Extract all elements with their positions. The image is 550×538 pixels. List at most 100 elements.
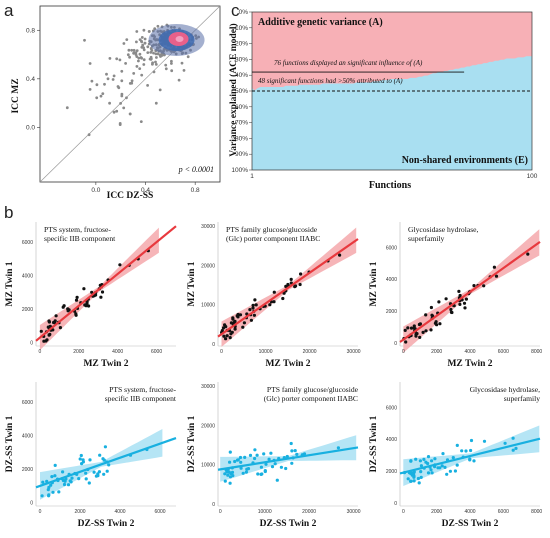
panel-a-point [152, 70, 156, 74]
data-point [105, 469, 109, 473]
panel-a-point [138, 67, 142, 70]
panel-a-ytick-label: 0.8 [26, 27, 35, 34]
data-point [458, 293, 462, 298]
panel-a-point [99, 94, 103, 98]
data-point [41, 480, 45, 484]
panel-c-ytick-label: 50% [235, 88, 248, 95]
panel-a-point [88, 88, 92, 91]
data-point [238, 313, 243, 317]
panel-c-ylabel: Variance explained (ACE model) [228, 23, 239, 156]
data-point [53, 319, 57, 323]
data-point [61, 470, 65, 474]
data-point [299, 272, 303, 276]
data-point [455, 443, 459, 447]
ytick-label: 6000 [386, 245, 397, 251]
xtick-label: 8000 [531, 349, 542, 355]
panel-c-bottom-label: Non-shared environments (E) [402, 155, 528, 166]
data-point [270, 465, 275, 469]
data-point [298, 282, 302, 287]
ylabel: DZ-SS Twin 1 [369, 415, 379, 472]
regression-line [217, 446, 359, 471]
data-point [84, 471, 88, 475]
panel-b-mz-1: 0 2000 4000 6000 0 2000 4000 6000 PTS system, fr… [5, 222, 177, 369]
data-point [426, 471, 431, 475]
data-point [440, 464, 444, 468]
data-point [57, 490, 61, 494]
data-point [281, 296, 285, 301]
data-point [224, 325, 228, 329]
data-point [253, 448, 257, 452]
panel-c-area: 0% 10% 20% 30% 40% 50% 60% 70% 80% 90% 100%1 100 Ad… [228, 9, 538, 191]
data-point [418, 459, 422, 463]
panel-a-point [170, 62, 173, 65]
data-point [426, 455, 431, 459]
data-point [412, 479, 416, 483]
panel-label-c: c [231, 1, 240, 20]
panel-a-point [112, 74, 116, 78]
data-point [90, 290, 94, 294]
panel-a-point [140, 36, 144, 39]
panel-a-point [158, 53, 162, 57]
xlabel: DZ-SS Twin 2 [442, 519, 499, 529]
data-point [458, 302, 462, 306]
data-point [285, 454, 289, 459]
data-point [289, 441, 293, 446]
data-point [242, 321, 246, 325]
data-point [244, 470, 248, 474]
data-point [433, 321, 437, 325]
panel-a-point [170, 69, 174, 73]
data-point [448, 469, 452, 473]
data-point [81, 460, 85, 464]
panel-a-point [127, 48, 131, 52]
panel-c-annotation-2: 48 significant functions had >50% attrib… [258, 77, 403, 85]
panel-a-point [139, 120, 143, 123]
data-point [226, 473, 230, 477]
panel-title-line: specific IIB component [105, 394, 177, 403]
panel-c-ytick-label: 70% [235, 120, 248, 127]
panel-a-scatter: 0.0 0.4 0.8 0.0 0.4 0.8 ICC DZ-SS ICC MZ p < … [11, 5, 221, 201]
data-point [42, 339, 46, 343]
data-point [223, 479, 227, 483]
panel-c-ytick-label: 100% [231, 167, 248, 174]
panel-a-point [142, 58, 146, 62]
data-point [94, 293, 98, 297]
ytick-label: 0 [212, 502, 215, 508]
data-point [472, 284, 476, 288]
data-point [47, 320, 52, 324]
panel-a-point [125, 38, 129, 41]
data-point [53, 463, 57, 467]
panel-c-ytick-label: 40% [235, 72, 248, 79]
data-point [422, 457, 426, 461]
panel-a-point [146, 84, 150, 87]
data-point [252, 313, 256, 317]
panel-a-point [120, 79, 124, 83]
panel-a-point [90, 79, 94, 83]
data-point [404, 340, 408, 344]
panel-a-point [111, 78, 115, 81]
panel-a-point [164, 63, 168, 67]
data-point [222, 334, 226, 338]
panel-a-point [135, 49, 139, 52]
data-point [51, 490, 55, 494]
xtick-label: 6000 [498, 509, 509, 515]
xtick-label: 6000 [154, 509, 165, 515]
panel-title-line: Glycosidase hydrolase, [408, 225, 479, 234]
ytick-label: 6000 [22, 400, 33, 406]
xtick-label: 6000 [151, 349, 162, 355]
panel-a-point [142, 63, 146, 66]
panel-a-point [125, 96, 128, 100]
data-point [259, 465, 263, 469]
data-point [295, 452, 299, 456]
panel-a-point [119, 102, 122, 105]
data-point [482, 439, 487, 443]
xtick-label: 4000 [114, 509, 125, 515]
panel-a-point [112, 110, 116, 114]
data-point [99, 295, 103, 299]
data-point [433, 457, 437, 461]
data-point [260, 472, 264, 476]
panel-a-point [116, 85, 120, 88]
data-point [254, 303, 258, 307]
ytick-label: 4000 [22, 434, 33, 440]
data-point [430, 313, 434, 317]
